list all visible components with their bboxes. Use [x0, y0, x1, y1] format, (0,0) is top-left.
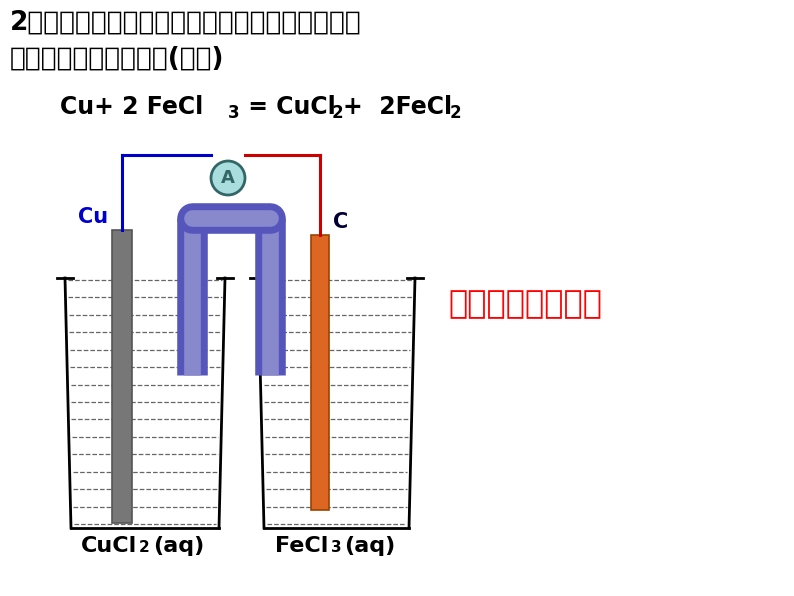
- Text: 3: 3: [330, 540, 341, 555]
- Text: (aq): (aq): [345, 536, 395, 556]
- Text: 反应式。并画出装置图(盐桥): 反应式。并画出装置图(盐桥): [10, 46, 225, 72]
- Circle shape: [211, 161, 245, 195]
- Text: 3: 3: [228, 104, 240, 122]
- Text: Cu+ 2 FeCl: Cu+ 2 FeCl: [60, 95, 203, 119]
- Text: (aq): (aq): [153, 536, 204, 556]
- Text: 2: 2: [332, 104, 344, 122]
- Bar: [112, 230, 132, 523]
- Text: A: A: [221, 169, 235, 187]
- Text: 能把碳改为铁吗？: 能把碳改为铁吗？: [448, 290, 602, 321]
- Text: 2: 2: [450, 104, 461, 122]
- Text: = CuCl: = CuCl: [240, 95, 336, 119]
- Text: C: C: [333, 212, 349, 232]
- Bar: [311, 235, 329, 510]
- Text: FeCl: FeCl: [276, 536, 329, 556]
- Text: +  2FeCl: + 2FeCl: [343, 95, 452, 119]
- Text: Cu: Cu: [78, 207, 108, 227]
- Text: CuCl: CuCl: [81, 536, 137, 556]
- Text: 2: 2: [139, 540, 150, 555]
- Text: 2、利用下列氧化还原反应设计原电池，写出电极: 2、利用下列氧化还原反应设计原电池，写出电极: [10, 10, 362, 36]
